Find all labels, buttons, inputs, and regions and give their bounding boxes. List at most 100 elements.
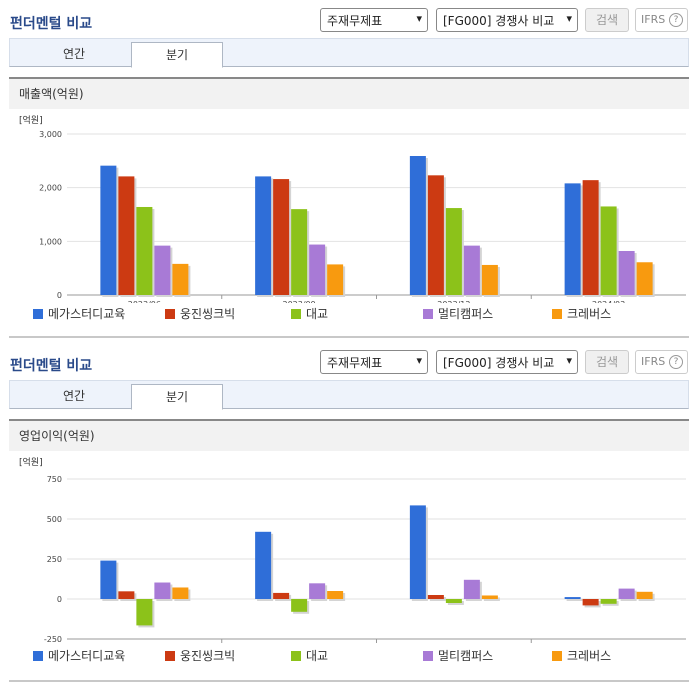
ifrs-button[interactable]: IFRS ? [635,350,688,374]
y-tick-label: 0 [57,595,62,604]
bar [463,579,480,599]
section-divider [9,680,689,682]
section-title: 펀더멘털 비교 [10,358,93,374]
legend-label: 웅진씽크빅 [180,649,236,663]
chart-legend: 메가스터디교육 웅진씽크빅 대교 멀티캠퍼스 크레버스 [9,645,689,665]
tab-quarterly[interactable]: 분기 [131,384,223,410]
bar [100,165,117,295]
bar [564,183,581,295]
statement-type-value: 주재무제표 [327,14,383,28]
peer-group-select[interactable]: [FG000] 경쟁사 비교 ▾ [436,8,578,32]
peer-group-value: [FG000] 경쟁사 비교 [443,14,555,28]
legend-label: 크레버스 [567,649,612,663]
x-tick-label: 2023/09 [283,644,316,645]
bar-shadow [566,599,583,601]
bar [309,583,326,599]
bar [445,208,462,295]
bar [636,262,653,295]
tab-annual[interactable]: 연간 [62,47,86,61]
legend-swatch [165,309,175,319]
bar [618,588,635,599]
chevron-down-icon: ▾ [566,354,572,367]
bar [427,175,444,295]
bar [463,245,480,295]
legend-label: 메가스터디교육 [48,649,126,663]
legend-item[interactable]: 멀티캠퍼스 [423,305,493,322]
statement-type-select[interactable]: 주재무제표 ▾ [320,8,428,32]
help-icon[interactable]: ? [669,355,683,369]
y-tick-label: -250 [44,635,62,644]
legend-item[interactable]: 웅진씽크빅 [165,305,235,322]
statement-type-value: 주재무제표 [327,356,383,370]
legend-item[interactable]: 대교 [291,647,328,664]
bar [481,264,498,295]
legend-swatch [552,309,562,319]
legend-item[interactable]: 크레버스 [552,647,611,664]
x-tick-label: 2024/03 [592,644,625,645]
bar [600,599,617,604]
x-tick-label: 2024/03 [592,300,625,303]
section-header: 펀더멘털 비교 주재무제표 ▾ [FG000] 경쟁사 비교 ▾ 검색 IFRS… [0,342,696,380]
bar [481,595,498,599]
operating-income-chart-svg: [억원] -250 0 250 500 750 2023/06 2023/09 2023/12 2… [19,456,686,645]
bar [636,591,653,599]
legend-swatch [33,309,43,319]
period-tabs: 연간 분기 [9,380,689,410]
bar [600,206,617,295]
search-button[interactable]: 검색 [585,8,629,32]
x-tick-label: 2023/09 [283,300,316,303]
bar [100,560,117,599]
bar [409,505,426,599]
ifrs-label: IFRS [641,13,666,26]
legend-swatch [552,651,562,661]
tab-annual[interactable]: 연간 [62,389,86,403]
y-tick-label: 1,000 [39,237,62,246]
bar [564,597,581,599]
legend-item[interactable]: 웅진씽크빅 [165,647,235,664]
legend-label: 대교 [306,649,329,663]
ifrs-button[interactable]: IFRS ? [635,8,688,32]
peer-group-select[interactable]: [FG000] 경쟁사 비교 ▾ [436,350,578,374]
sales-chart: [억원] 0 1,000 2,000 3,000 2023/06 2023/09 2023/1… [9,109,689,337]
statement-type-select[interactable]: 주재무제표 ▾ [320,350,428,374]
bar [136,599,153,626]
bar-shadow [483,597,500,601]
legend-swatch [291,309,301,319]
legend-label: 대교 [306,307,329,321]
y-tick-label: 750 [47,475,62,484]
y-tick-label: 0 [57,291,62,300]
legend-item[interactable]: 메가스터디교육 [33,305,125,322]
x-tick-label: 2023/06 [128,644,161,645]
bar [273,179,290,295]
unit-label: [억원] [19,456,43,468]
bar [582,599,599,606]
section-header: 펀더멘털 비교 주재무제표 ▾ [FG000] 경쟁사 비교 ▾ 검색 IFRS… [0,0,696,38]
legend-label: 멀티캠퍼스 [438,649,494,663]
tab-quarterly[interactable]: 분기 [131,42,223,68]
y-tick-label: 3,000 [39,130,62,139]
y-tick-label: 2,000 [39,184,62,193]
legend-item[interactable]: 멀티캠퍼스 [423,647,493,664]
bar [172,587,189,599]
sales-chart-svg: [억원] 0 1,000 2,000 3,000 2023/06 2023/09 2023/1… [19,114,686,303]
bar [154,245,171,295]
legend-label: 웅진씽크빅 [180,307,236,321]
legend-label: 멀티캠퍼스 [438,307,494,321]
chevron-down-icon: ▾ [416,354,422,367]
period-tabs: 연간 분기 [9,38,689,68]
help-icon[interactable]: ? [669,13,683,27]
search-button[interactable]: 검색 [585,350,629,374]
metric-header: 영업이익(억원) [9,419,689,451]
bar [273,592,290,599]
bar [118,591,135,599]
operating-income-chart: [억원] -250 0 250 500 750 2023/06 2023/09 2023/12 2… [9,451,689,679]
bar [427,595,444,599]
bar [409,156,426,295]
section-divider [9,336,689,338]
legend-item[interactable]: 메가스터디교육 [33,647,125,664]
unit-label: [억원] [19,114,43,126]
legend-item[interactable]: 대교 [291,305,328,322]
legend-item[interactable]: 크레버스 [552,305,611,322]
x-tick-label: 2023/12 [437,644,470,645]
bar [136,206,153,295]
